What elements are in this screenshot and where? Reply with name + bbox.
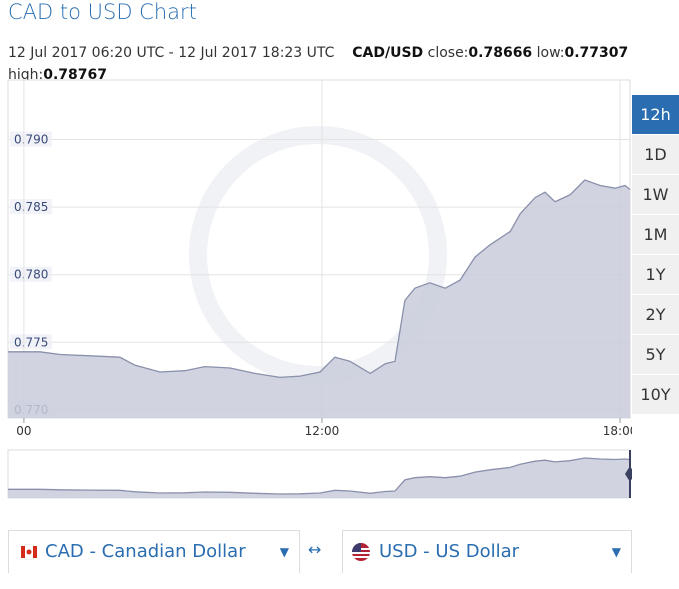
y-tick-bg [10,334,52,350]
pair: CAD/USD [352,45,424,61]
caret: ▼ [611,545,621,559]
range-button[interactable]: 1W [632,175,679,215]
line [8,457,631,495]
y-tick-bg [10,199,52,215]
flag-ca [20,544,38,560]
from-label: CAD - Canadian Dollar [45,541,246,562]
y-tick-label: 0.775 [14,335,48,349]
range-button[interactable]: 1D [632,135,679,175]
stat-value: 0.78666 [468,45,533,61]
stat-label: high: [8,67,44,83]
chart-subtitle: 12 Jul 2017 06:20 UTC - 12 Jul 2017 18:2… [8,42,648,86]
x-tick-label: 18:00 [603,424,632,438]
y-tick-bg [10,266,52,282]
range-button[interactable]: 12h [632,95,679,135]
stat-value: 0.77307 [564,45,629,61]
stat-label: close: [427,45,469,61]
to-selector[interactable]: USD - US Dollar ▼ [342,530,632,573]
y-tick-label: 0.780 [14,268,48,282]
swap[interactable]: ↔ [308,540,322,559]
range-buttons: 12h 1D 1W 1M 1Y 2Y 5Y 10Y [632,95,679,415]
from-selector[interactable]: CAD - Canadian Dollar ▼ [8,530,300,573]
to-label: USD - US Dollar [379,541,520,562]
range-button[interactable]: 5Y [632,335,679,375]
caret: ▼ [279,545,289,559]
y-tick-label: 0.785 [14,200,48,214]
area [8,458,630,498]
range-button[interactable]: 2Y [632,295,679,335]
stats: close:0.78666 low:0.77307 high:0.78767 [8,45,628,83]
navigator-grip [625,466,632,482]
range-button[interactable]: 1M [632,215,679,255]
flag-us [352,543,370,561]
stat-label: low: [536,45,565,61]
y-tick-bg [10,131,52,147]
y-tick-label: 0.790 [14,132,48,146]
period: 12 Jul 2017 06:20 UTC - 12 Jul 2017 18:2… [8,45,335,61]
line [8,179,631,379]
x-tick-label: 00 [16,424,31,438]
range-button[interactable]: 1Y [632,255,679,295]
area [8,180,630,418]
stat-value: 0.78767 [43,67,108,83]
x-tick-label: 12:00 [305,424,340,438]
chart-title: CAD to USD Chart [8,0,197,24]
range-button[interactable]: 10Y [632,375,679,415]
